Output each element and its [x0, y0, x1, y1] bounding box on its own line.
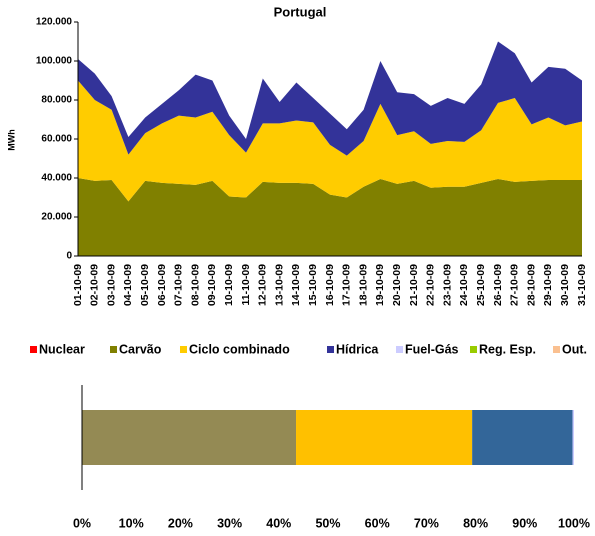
x-tick-label: 12-10-09: [257, 264, 269, 306]
x-tick-label: 15-10-09: [307, 264, 319, 306]
legend-swatch: [470, 346, 477, 353]
y-tick-label: 0: [66, 251, 72, 262]
legend-swatch: [396, 346, 403, 353]
x-tick-label: 20-10-09: [391, 264, 403, 306]
bar-segment: [572, 410, 574, 465]
legend-label: Reg. Esp.: [479, 342, 536, 356]
y-tick-label: 100.000: [36, 56, 73, 67]
x-tick-label: 70%: [414, 516, 439, 530]
legend-swatch: [553, 346, 560, 353]
x-tick-label: 13-10-09: [273, 264, 285, 306]
x-tick-label: 29-10-09: [542, 264, 554, 306]
x-tick-label: 16-10-09: [324, 264, 336, 306]
x-tick-label: 80%: [463, 516, 488, 530]
x-tick-label: 05-10-09: [139, 264, 151, 306]
x-tick-label: 06-10-09: [156, 264, 168, 306]
chart-title: Portugal: [274, 4, 327, 19]
x-tick-label: 18-10-09: [357, 264, 369, 306]
y-tick-label: 40.000: [41, 173, 72, 184]
x-tick-label: 0%: [73, 516, 91, 530]
x-tick-label: 04-10-09: [122, 264, 134, 306]
x-tick-label: 31-10-09: [576, 264, 588, 306]
x-tick-label: 07-10-09: [173, 264, 185, 306]
x-tick-label: 30-10-09: [559, 264, 571, 306]
area: [78, 178, 582, 256]
legend-swatch: [30, 346, 37, 353]
x-tick-label: 10-10-09: [223, 264, 235, 306]
x-tick-label: 100%: [558, 516, 590, 530]
x-tick-label: 22-10-09: [425, 264, 437, 306]
y-axis-label: MWh: [6, 129, 16, 151]
x-tick-label: 25-10-09: [475, 264, 487, 306]
x-tick-label: 17-10-09: [341, 264, 353, 306]
x-tick-label: 40%: [266, 516, 291, 530]
area: [78, 41, 582, 156]
legend-label: Carvão: [119, 342, 162, 356]
x-tick-label: 11-10-09: [240, 264, 252, 306]
x-tick-label: 08-10-09: [189, 264, 201, 306]
legend-label: Out.: [562, 342, 587, 356]
x-tick-label: 10%: [119, 516, 144, 530]
x-tick-label: 23-10-09: [441, 264, 453, 306]
bar-segment: [296, 410, 473, 465]
bar-segment: [472, 410, 573, 465]
x-tick-label: 01-10-09: [72, 264, 84, 306]
legend-swatch: [180, 346, 187, 353]
x-tick-label: 50%: [315, 516, 340, 530]
x-tick-label: 02-10-09: [89, 264, 101, 306]
legend-swatch: [110, 346, 117, 353]
legend-label: Nuclear: [39, 342, 85, 356]
bar-segment: [82, 410, 297, 465]
y-tick-label: 20.000: [41, 212, 72, 223]
y-tick-label: 120.000: [36, 17, 73, 28]
x-tick-label: 21-10-09: [408, 264, 420, 306]
x-tick-label: 14-10-09: [290, 264, 302, 306]
legend-label: Fuel-Gás: [405, 342, 459, 356]
x-tick-label: 19-10-09: [374, 264, 386, 306]
x-tick-label: 03-10-09: [105, 264, 117, 306]
x-tick-label: 60%: [365, 516, 390, 530]
x-tick-label: 26-10-09: [492, 264, 504, 306]
y-tick-label: 80.000: [41, 95, 72, 106]
x-tick-label: 20%: [168, 516, 193, 530]
legend-swatch: [327, 346, 334, 353]
area: [78, 80, 582, 202]
x-tick-label: 28-10-09: [525, 264, 537, 306]
x-tick-label: 90%: [512, 516, 537, 530]
x-tick-label: 24-10-09: [458, 264, 470, 306]
y-tick-label: 60.000: [41, 134, 72, 145]
x-tick-label: 09-10-09: [206, 264, 218, 306]
x-tick-label: 27-10-09: [509, 264, 521, 306]
legend-label: Hídrica: [336, 342, 379, 356]
legend-label: Ciclo combinado: [189, 342, 290, 356]
x-tick-label: 30%: [217, 516, 242, 530]
